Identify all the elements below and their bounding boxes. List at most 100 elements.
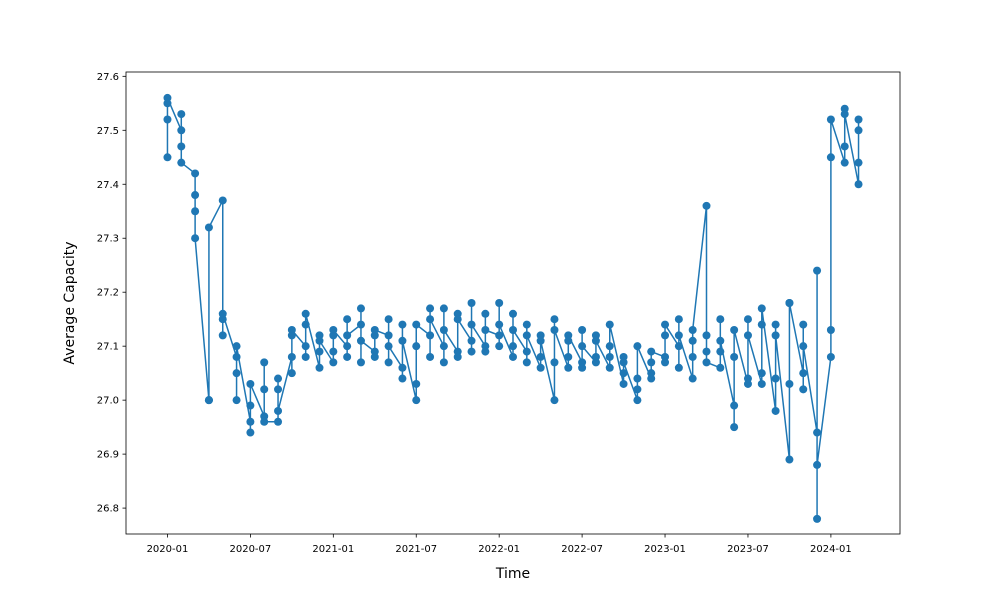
data-point [550,315,559,324]
data-point [702,358,711,367]
data-point [771,406,780,415]
data-point [260,358,269,367]
data-point [412,396,421,405]
data-point [384,358,393,367]
data-point [799,369,808,378]
data-point [647,369,656,378]
data-point [578,363,587,372]
data-point [301,320,310,329]
data-point [771,331,780,340]
data-point [453,352,462,361]
data-point [633,385,642,394]
data-point [232,396,241,405]
x-tick-label: 2022-01 [478,544,520,555]
data-point [467,299,476,307]
data-point [578,342,587,351]
data-point [702,331,711,340]
data-point [674,331,683,340]
data-point [757,369,766,378]
data-point [398,363,407,372]
data-point [191,234,200,243]
data-point [564,352,573,361]
data-point [287,325,296,334]
data-point [591,352,600,361]
data-point [356,320,365,329]
data-point [826,352,835,361]
data-point [522,358,531,367]
data-point [647,358,656,367]
data-point [826,153,835,162]
data-point [674,315,683,324]
data-point [716,347,725,356]
data-point [384,331,393,340]
data-point [356,336,365,345]
data-point [495,299,504,307]
data-point [426,315,435,324]
x-tick-label: 2021-07 [395,544,437,555]
data-point [439,342,448,351]
data-point [522,320,531,329]
data-point [854,158,863,167]
data-point [509,342,517,351]
data-point [439,358,448,367]
x-tick-label: 2022-07 [561,544,603,555]
y-tick-label: 27.6 [97,72,119,83]
data-point [509,309,517,318]
data-point [426,304,435,313]
data-point [177,142,186,151]
data-point [661,320,670,329]
data-point [661,331,670,340]
data-point [702,201,711,210]
data-point [412,320,421,329]
data-point [509,325,517,334]
data-point [619,358,628,367]
data-point [412,379,421,388]
data-point [605,342,614,351]
data-point [204,223,213,232]
data-point [329,358,338,367]
data-point [647,347,656,356]
data-point [177,158,186,167]
data-point [633,396,642,405]
data-point [840,142,849,151]
data-point [716,336,725,345]
data-point [785,455,794,464]
data-point [274,406,283,415]
data-point [813,460,822,469]
data-point [785,299,794,307]
data-point [287,352,296,361]
data-point [246,428,255,437]
data-point [522,331,531,340]
data-point [799,385,808,394]
data-point [481,309,490,318]
data-point [398,320,407,329]
data-point [467,336,476,345]
data-point [550,358,559,367]
data-point [757,320,766,329]
data-point [771,374,780,383]
data-point [771,320,780,329]
data-point [426,331,435,340]
data-point [813,266,822,275]
data-point [550,325,559,334]
data-point [605,320,614,329]
data-point [384,315,393,324]
data-point [329,325,338,334]
data-point [301,342,310,351]
data-point [232,342,241,351]
plot-frame [125,71,901,535]
data-point [191,207,200,216]
data-point [315,363,324,372]
data-point [218,331,227,340]
y-tick-label: 27.2 [97,288,119,299]
data-point [398,336,407,345]
data-point [578,325,587,334]
data-point [674,342,683,351]
data-point [412,342,421,351]
data-point [177,110,186,119]
data-point [495,331,504,340]
data-point [315,336,324,345]
data-point [688,374,697,383]
data-point [799,342,808,351]
data-point [495,320,504,329]
